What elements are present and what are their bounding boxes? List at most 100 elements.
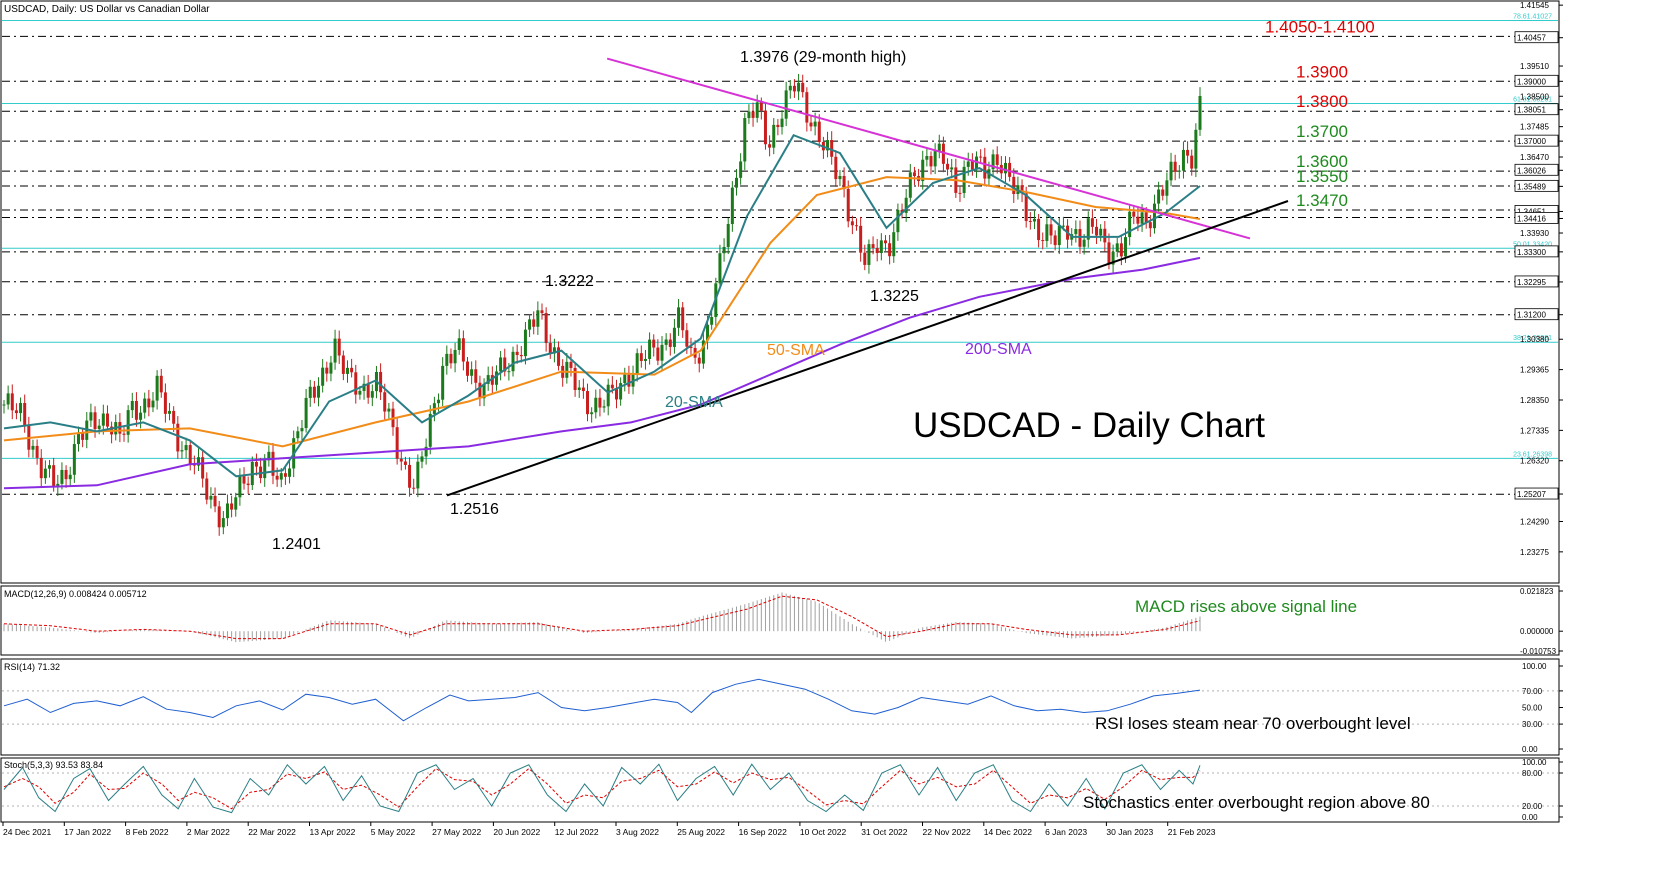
candle-bull (706, 324, 710, 341)
candle-bull (89, 412, 93, 421)
candle-bull (60, 469, 64, 484)
candle-bull (424, 446, 428, 457)
sma50-label: 50-SMA (767, 342, 825, 359)
candle-bear (834, 156, 838, 180)
candle-bull (710, 317, 714, 325)
candle-bear (134, 401, 138, 420)
rsi-line (3, 678, 1201, 722)
price-tick-label: 1.26320 (1520, 457, 1549, 466)
candle-bull (416, 461, 420, 489)
time-tick-label: 5 May 2022 (371, 827, 416, 837)
candle-bull (718, 253, 722, 284)
candle-bear (10, 393, 14, 411)
candle-bull (619, 383, 623, 400)
candle-bear (159, 375, 163, 393)
candle-bear (941, 143, 945, 164)
macd-annotation: MACD rises above signal line (1135, 597, 1357, 616)
candle-bull (826, 140, 830, 151)
candle-bull (1177, 170, 1181, 172)
fib-level-label: 78.61.41027 (1513, 14, 1552, 21)
stoch-panel-frame (0, 757, 1560, 823)
candle-bull (441, 365, 445, 400)
time-tick-label: 24 Dec 2021 (3, 827, 51, 837)
candle-bull (623, 374, 627, 384)
macd-panel-frame (0, 585, 1560, 656)
price-level-box (1514, 31, 1559, 44)
candle-bull (925, 156, 929, 160)
annotation-29-month-high: 1.3976 (29-month high) (740, 49, 906, 66)
candle-bear (1090, 218, 1094, 227)
candle-bull (660, 344, 664, 361)
candle-bear (205, 478, 209, 500)
candle-bull (1124, 237, 1128, 257)
price-tick-label: 1.34416 (1517, 214, 1546, 223)
candle-bull (333, 338, 337, 363)
candle-bull (453, 349, 457, 364)
candle-bear (1186, 149, 1190, 156)
candle-bear (1012, 176, 1016, 195)
candle-bull (1003, 162, 1007, 174)
candle-bull (743, 118, 747, 162)
level-label-13600: 1.3600 (1296, 152, 1348, 171)
rsi-series: 100.00 70.00 50.00 30.00 0.00 RSI loses steam… (2, 662, 1563, 754)
fib-level-label: 50.01.33420 (1513, 241, 1552, 248)
candle-bear (1020, 185, 1024, 194)
candle-bull (677, 307, 681, 328)
time-tick-label: 6 Jan 2023 (1045, 827, 1087, 837)
candle-bull (1198, 96, 1202, 130)
candle-bear (540, 310, 544, 314)
time-tick-label: 3 Aug 2022 (616, 827, 659, 837)
rsi-tick-label: 30.00 (1522, 720, 1543, 729)
candle-bear (544, 313, 548, 343)
macd-tick-label: 0.021823 (1520, 587, 1554, 596)
candle-bull (784, 90, 788, 119)
candle-bear (685, 330, 689, 347)
candle-bull (747, 111, 751, 119)
price-level-box (1514, 212, 1559, 224)
candle-bear (52, 465, 56, 488)
candle-bull (1074, 229, 1078, 235)
candle-bear (449, 353, 453, 364)
candle-bull (288, 468, 292, 477)
candle-bull (225, 503, 229, 519)
candle-bear (408, 464, 412, 488)
candle-bear (652, 339, 656, 348)
level-label-14050-14100: 1.4050-1.4100 (1265, 17, 1375, 36)
candle-bull (234, 497, 238, 510)
candle-bear (763, 110, 767, 145)
candle-bear (557, 347, 561, 366)
candle-bear (850, 221, 854, 226)
candle-bull (470, 369, 474, 376)
candle-bull (437, 399, 441, 404)
price-tick-label: 1.24290 (1520, 517, 1549, 526)
candle-bear (681, 307, 685, 331)
candle-bull (879, 240, 883, 254)
stoch-tick-label: 0.00 (1522, 813, 1538, 822)
candle-bear (379, 371, 383, 393)
candle-bull (507, 371, 511, 373)
candle-bear (697, 357, 701, 364)
candle-bear (875, 247, 879, 254)
candle-bear (801, 82, 805, 93)
candle-bull (321, 367, 325, 386)
price-level-box (1514, 308, 1559, 321)
candle-bull (739, 161, 743, 178)
candle-bear (995, 154, 999, 165)
candle-bear (627, 374, 631, 387)
candle-bull (1099, 228, 1103, 236)
time-tick-label: 10 Oct 2022 (800, 827, 847, 837)
candle-bear (1119, 243, 1123, 257)
candle-bull (1157, 189, 1161, 204)
candle-bear (759, 102, 763, 111)
level-label-13470: 1.3470 (1296, 191, 1348, 210)
candle-bear (366, 383, 370, 398)
price-tick-label: 1.30380 (1520, 335, 1549, 344)
fib-level-label: 61.81.38261 (1513, 96, 1552, 103)
candle-bear (14, 410, 18, 414)
candle-bear (751, 111, 755, 118)
candle-bear (172, 410, 176, 424)
price-tick-label: 1.36026 (1517, 166, 1546, 175)
price-tick-label: 1.35489 (1517, 182, 1546, 191)
candle-bull (962, 166, 966, 193)
candle-bear (39, 457, 43, 479)
